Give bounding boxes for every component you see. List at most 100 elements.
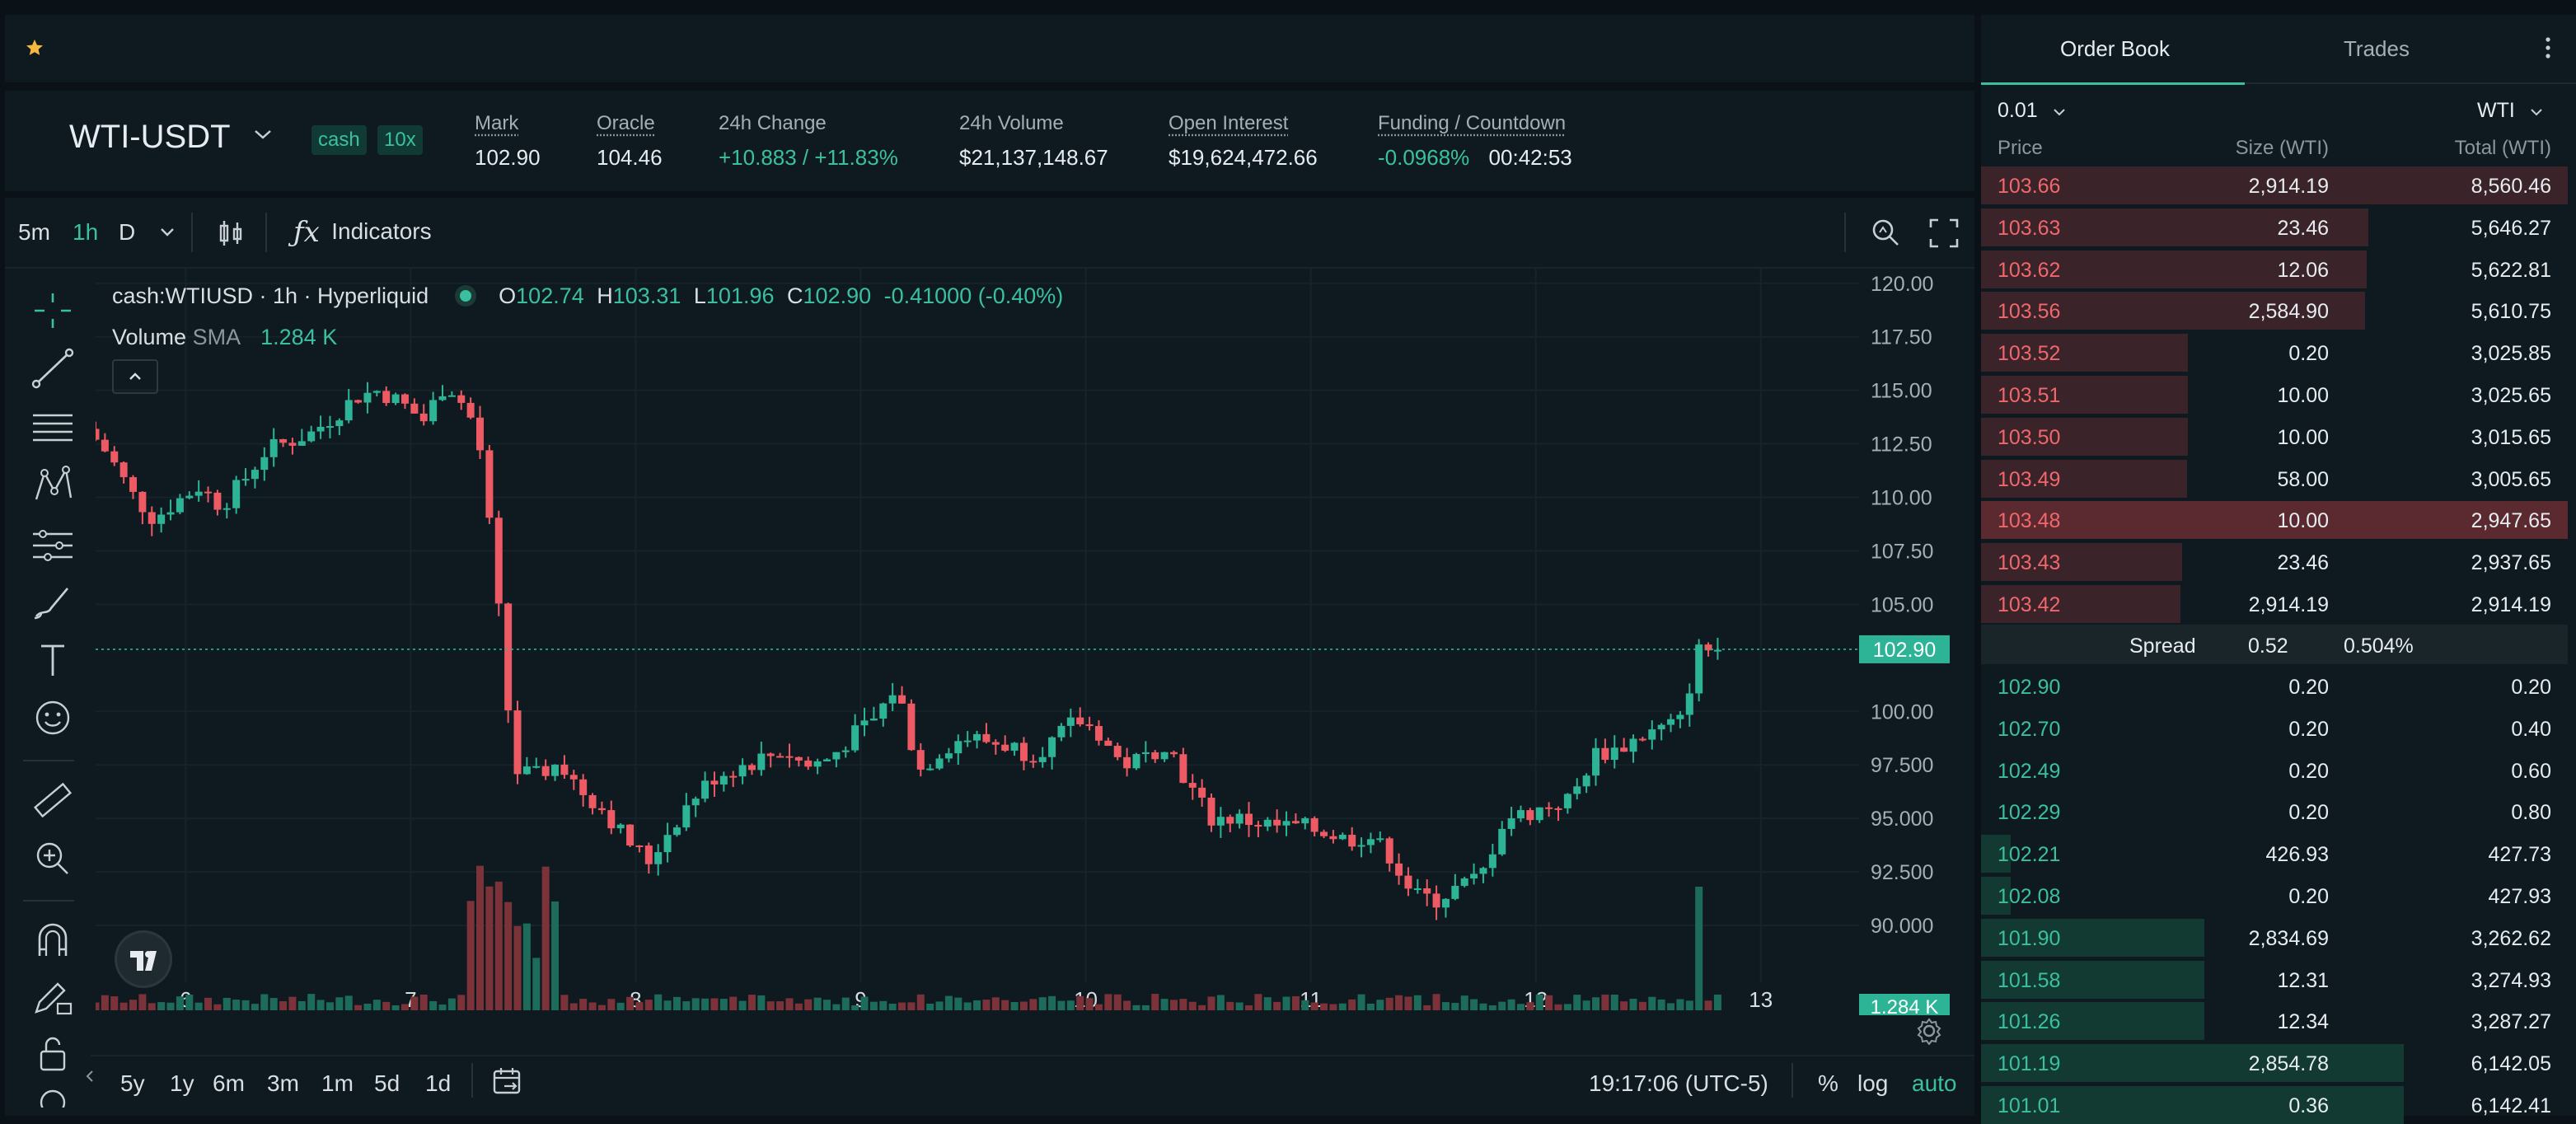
- indicators-button[interactable]: ƒx Indicators: [293, 216, 432, 249]
- tab-trades[interactable]: Trades: [2344, 36, 2410, 61]
- ask-row[interactable]: 103.66 2,914.19 8,560.46: [1981, 165, 2568, 204]
- emoji-icon[interactable]: [30, 697, 76, 738]
- leverage-badge[interactable]: 10x: [377, 125, 423, 155]
- candle-body: [1470, 873, 1478, 879]
- crosshair-icon[interactable]: [30, 290, 76, 331]
- depth-bar: [1981, 166, 2568, 204]
- candle-body: [1019, 742, 1028, 761]
- eye-icon[interactable]: [30, 1084, 76, 1108]
- zoom-in-icon[interactable]: [30, 837, 76, 878]
- range-1d[interactable]: 1d: [425, 1070, 452, 1096]
- fullscreen-icon[interactable]: [1928, 218, 1960, 249]
- range-6m[interactable]: 6m: [213, 1070, 245, 1096]
- percent-scale-toggle[interactable]: %: [1818, 1070, 1838, 1096]
- status-dot: [459, 290, 471, 302]
- log-scale-toggle[interactable]: log: [1857, 1070, 1889, 1096]
- candle-body: [1545, 807, 1553, 809]
- candle-body: [888, 695, 897, 704]
- bid-row[interactable]: 102.90 0.20 0.20: [1981, 666, 2568, 705]
- forecast-icon[interactable]: [30, 524, 76, 565]
- timeframe-5m[interactable]: 5m: [18, 219, 50, 245]
- horizontal-lines-icon[interactable]: [30, 407, 76, 448]
- volume-bar: [1366, 1003, 1375, 1010]
- timeframe-d[interactable]: D: [119, 219, 136, 245]
- pencil-lock-icon[interactable]: [30, 977, 76, 1019]
- range-5d[interactable]: 5d: [374, 1070, 400, 1096]
- chevron-down-icon[interactable]: [158, 226, 176, 239]
- volume-bar: [213, 1004, 222, 1010]
- chevron-down-icon: [2053, 109, 2065, 116]
- ask-row[interactable]: 103.49 58.00 3,005.65: [1981, 458, 2568, 498]
- ruler-icon[interactable]: [30, 780, 76, 821]
- bid-row[interactable]: 102.49 0.20 0.60: [1981, 750, 2568, 789]
- spread-label: Spread: [2129, 635, 2196, 658]
- ask-row[interactable]: 103.63 23.46 5,646.27: [1981, 207, 2568, 246]
- candle-body: [1460, 878, 1468, 887]
- bid-row[interactable]: 102.29 0.20 0.80: [1981, 791, 2568, 831]
- candle-body: [1404, 875, 1412, 889]
- ask-row[interactable]: 103.50 10.00 3,015.65: [1981, 416, 2568, 456]
- volume-bar: [691, 998, 700, 1010]
- calendar-goto-icon[interactable]: [491, 1066, 524, 1096]
- candle-body: [794, 756, 803, 761]
- text-icon[interactable]: [30, 639, 76, 681]
- settings-gear-icon[interactable]: [1915, 1017, 1943, 1045]
- ask-row[interactable]: 103.43 23.46 2,937.65: [1981, 541, 2568, 582]
- pattern-icon[interactable]: [30, 465, 76, 506]
- collapse-left-icon[interactable]: [84, 1068, 96, 1084]
- spread-percent: 0.504%: [2344, 635, 2414, 658]
- auto-scale-toggle[interactable]: auto: [1912, 1070, 1957, 1096]
- order-price: 103.48: [1998, 509, 2061, 533]
- bid-row[interactable]: 101.01 0.36 6,142.41: [1981, 1084, 2568, 1124]
- tab-order-book[interactable]: Order Book: [2060, 36, 2170, 61]
- timeframe-1h[interactable]: 1h: [73, 219, 99, 245]
- collapse-legend-button[interactable]: [112, 359, 158, 394]
- order-price: 101.58: [1998, 968, 2061, 992]
- axis-time[interactable]: 19:17:06 (UTC-5): [1589, 1070, 1768, 1096]
- market-selector[interactable]: WTI-USDT: [69, 119, 274, 160]
- candles-icon[interactable]: [216, 218, 246, 251]
- range-1m[interactable]: 1m: [321, 1070, 354, 1096]
- legend-close: 102.90: [803, 283, 872, 308]
- candle-body: [682, 805, 691, 828]
- bid-row[interactable]: 102.21 426.93 427.73: [1981, 833, 2568, 873]
- ask-row[interactable]: 103.52 0.20 3,025.85: [1981, 332, 2568, 372]
- volume-bar: [1441, 1002, 1450, 1010]
- order-total: 3,005.65: [2471, 467, 2551, 491]
- unlock-icon[interactable]: [30, 1033, 76, 1075]
- bid-row[interactable]: 101.26 12.34 3,287.27: [1981, 1000, 2568, 1041]
- ask-row[interactable]: 103.51 10.00 3,025.65: [1981, 374, 2568, 414]
- zoom-search-icon[interactable]: [1869, 216, 1902, 249]
- order-price: 102.08: [1998, 885, 2061, 908]
- divider: [91, 1055, 1974, 1056]
- volume-bar: [1610, 994, 1618, 1010]
- volume-sma-label: 1.284 K: [1871, 996, 1939, 1015]
- candle-body: [1291, 821, 1300, 824]
- volume-bar: [663, 1000, 672, 1010]
- market-symbol: WTI-USDT: [69, 119, 231, 155]
- tick-size-select[interactable]: 0.01: [1998, 99, 2067, 123]
- brush-icon[interactable]: [30, 582, 76, 623]
- bid-row[interactable]: 102.08 0.20 427.93: [1981, 875, 2568, 915]
- range-3m[interactable]: 3m: [267, 1070, 299, 1096]
- star-icon[interactable]: [25, 38, 44, 58]
- ask-row[interactable]: 103.56 2,584.90 5,610.75: [1981, 290, 2568, 330]
- trend-line-icon[interactable]: [30, 348, 76, 389]
- range-1y[interactable]: 1y: [170, 1070, 194, 1096]
- bid-row[interactable]: 102.70 0.20 0.40: [1981, 708, 2568, 747]
- ask-row[interactable]: 103.62 12.06 5,622.81: [1981, 249, 2568, 288]
- bid-row[interactable]: 101.90 2,834.69 3,262.62: [1981, 917, 2568, 957]
- bid-row[interactable]: 101.58 12.31 3,274.93: [1981, 959, 2568, 999]
- order-size: 10.00: [2277, 425, 2329, 449]
- chart-panel: 5m 1h D ƒx Indicators 1: [5, 198, 1974, 1116]
- candle-body: [138, 491, 147, 513]
- bid-row[interactable]: 101.19 2,854.78 6,142.05: [1981, 1042, 2568, 1083]
- magnet-icon[interactable]: [30, 920, 76, 961]
- unit-select[interactable]: WTI: [2477, 99, 2544, 123]
- more-vertical-icon[interactable]: [2541, 35, 2555, 61]
- range-5y[interactable]: 5y: [120, 1070, 145, 1096]
- tradingview-logo[interactable]: [117, 933, 170, 986]
- ask-row[interactable]: 103.48 10.00 2,947.65: [1981, 499, 2568, 540]
- price-chart[interactable]: 120.00 117.50 115.00 112.50 110.00 107.50 105.…: [96, 269, 1971, 1015]
- ask-row[interactable]: 103.42 2,914.19 2,914.19: [1981, 583, 2568, 623]
